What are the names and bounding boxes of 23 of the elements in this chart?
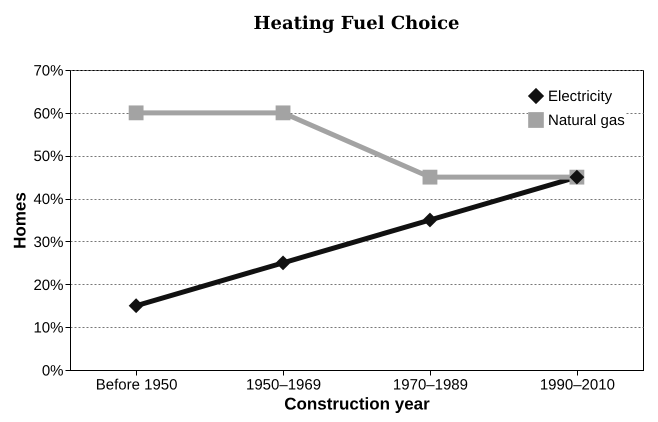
legend-label: Natural gas	[548, 112, 625, 129]
point	[276, 255, 290, 270]
point	[422, 212, 438, 228]
point	[128, 105, 144, 120]
x-axis-title: Construction year	[284, 394, 430, 414]
y-tick-label: 10%	[33, 320, 64, 337]
x-tick-label: 1970–1989	[392, 376, 468, 394]
y-tick-label: 30%	[33, 234, 64, 251]
x-tick-label: 1950–1969	[246, 376, 322, 394]
y-axis-title: Homes	[10, 192, 30, 249]
point	[276, 105, 290, 120]
y-tick-label: 0%	[42, 362, 64, 380]
y-tick-label: 70%	[33, 62, 64, 80]
x-tick-label: Before 1950	[96, 376, 178, 394]
y-tick-label: 20%	[33, 276, 64, 294]
legend-label: Electricity	[548, 88, 613, 105]
y-tick-label: 60%	[33, 105, 64, 122]
chart-title: Heating Fuel Choice	[254, 13, 460, 34]
point	[422, 170, 438, 185]
y-tick-label: 50%	[33, 148, 64, 166]
point	[128, 298, 144, 314]
y-tick-label: 40%	[33, 191, 64, 208]
x-tick-label: 1990–2010	[540, 376, 615, 394]
